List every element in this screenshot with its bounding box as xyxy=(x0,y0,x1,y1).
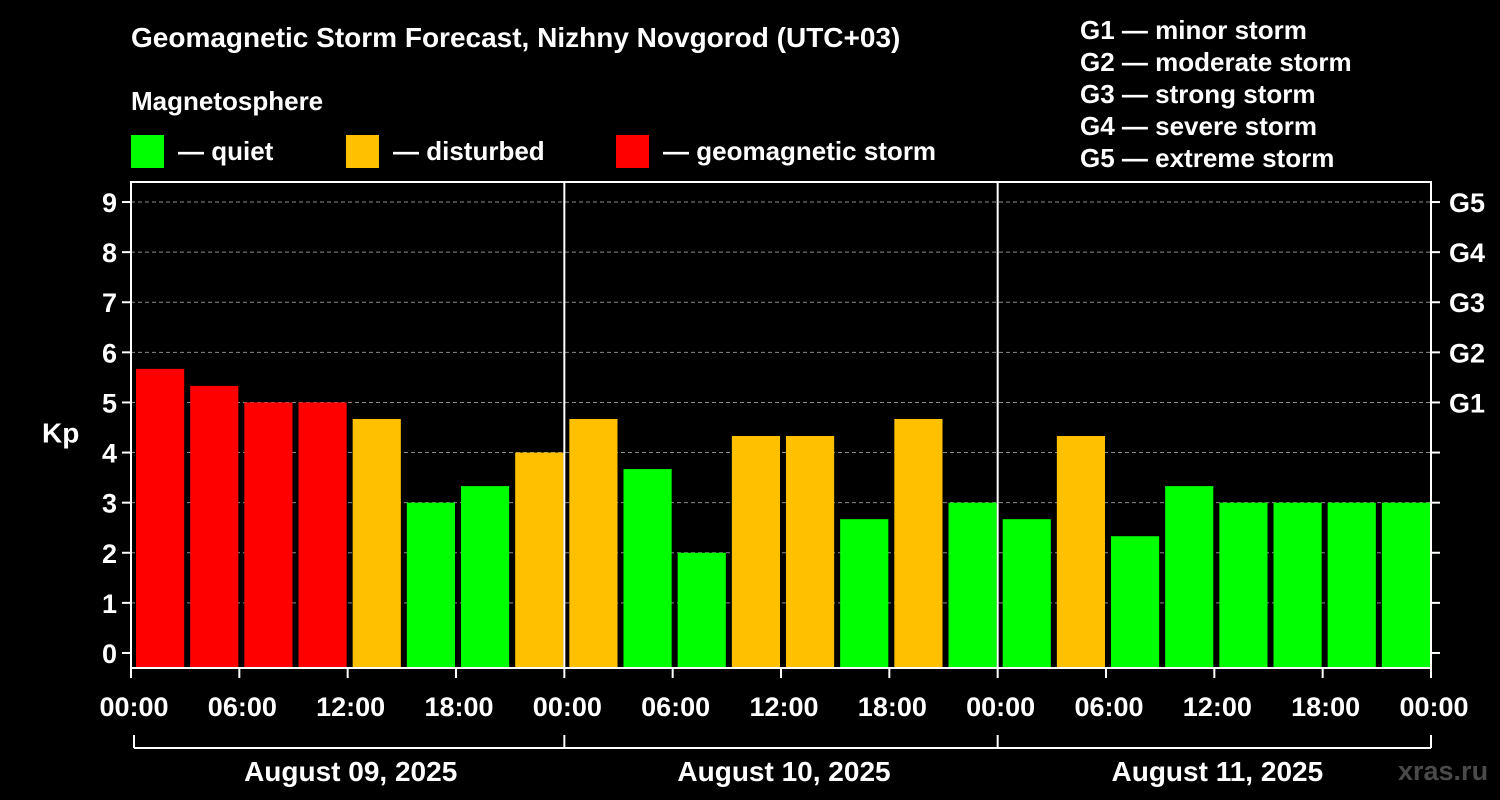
y-tick-label: 8 xyxy=(102,238,117,268)
g-level-label: G4 xyxy=(1449,238,1485,268)
magnetosphere-heading: Magnetosphere xyxy=(131,86,324,116)
y-tick-label: 6 xyxy=(102,338,117,368)
kp-bar xyxy=(894,418,943,668)
x-tick-label: 18:00 xyxy=(1291,692,1360,722)
kp-bar xyxy=(1327,502,1376,668)
kp-bar xyxy=(461,486,510,668)
chart-title: Geomagnetic Storm Forecast, Nizhny Novgo… xyxy=(131,22,901,53)
kp-bar xyxy=(948,502,997,668)
kp-bar xyxy=(731,436,780,668)
x-tick-label: 12:00 xyxy=(1183,692,1252,722)
kp-bar xyxy=(352,418,401,668)
kp-bar xyxy=(786,436,835,668)
kp-bar xyxy=(298,402,347,668)
legend-swatch-disturbed xyxy=(346,134,379,168)
kp-bar xyxy=(840,519,889,668)
g-scale-item: G5 — extreme storm xyxy=(1080,143,1335,173)
kp-bar xyxy=(623,469,672,668)
kp-bar xyxy=(569,418,618,668)
kp-bar xyxy=(1111,536,1160,668)
x-tick-label: 06:00 xyxy=(641,692,710,722)
legend-label-disturbed: — disturbed xyxy=(393,135,545,166)
x-tick-label: 00:00 xyxy=(966,692,1035,722)
x-tick-label: 06:00 xyxy=(208,692,277,722)
kp-bar xyxy=(1165,486,1214,668)
legend-swatch-quiet xyxy=(131,134,164,168)
day-label: August 11, 2025 xyxy=(1112,756,1324,787)
watermark: xras.ru xyxy=(1398,756,1489,786)
kp-bar xyxy=(1219,502,1268,668)
x-tick-label: 00:00 xyxy=(1399,692,1468,722)
g-scale-item: G4 — severe storm xyxy=(1080,111,1318,141)
legend-item-quiet: — quiet xyxy=(131,134,273,168)
kp-bar xyxy=(677,552,726,668)
legend-label-quiet: — quiet xyxy=(178,135,274,166)
g-level-label: G2 xyxy=(1449,338,1485,368)
kp-bar xyxy=(136,368,185,668)
g-level-label: G3 xyxy=(1449,288,1485,318)
kp-bar xyxy=(1273,502,1322,668)
g-scale-item: G3 — strong storm xyxy=(1080,79,1316,109)
x-tick-label: 12:00 xyxy=(316,692,385,722)
x-tick-label: 18:00 xyxy=(858,692,927,722)
y-tick-label: 3 xyxy=(102,489,117,519)
legend-item-disturbed: — disturbed xyxy=(346,134,545,168)
g-level-label: G1 xyxy=(1449,388,1485,418)
x-tick-label: 00:00 xyxy=(99,692,168,722)
x-tick-label: 00:00 xyxy=(533,692,602,722)
y-tick-label: 1 xyxy=(102,589,117,619)
kp-bar xyxy=(244,402,293,668)
kp-bar xyxy=(190,385,239,668)
kp-bar xyxy=(1002,519,1051,668)
y-tick-label: 7 xyxy=(102,288,117,318)
y-tick-label: 4 xyxy=(102,439,117,469)
legend-item-storm: — geomagnetic storm xyxy=(616,134,936,168)
legend-swatch-storm xyxy=(616,134,649,168)
g-scale-item: G2 — moderate storm xyxy=(1080,47,1352,77)
x-tick-label: 12:00 xyxy=(749,692,818,722)
y-tick-label: 5 xyxy=(102,388,117,418)
y-axis-label: Kp xyxy=(42,418,79,449)
y-tick-label: 0 xyxy=(102,639,117,669)
kp-bar xyxy=(515,452,564,668)
g-scale-item: G1 — minor storm xyxy=(1080,15,1307,45)
y-tick-label: 2 xyxy=(102,539,117,569)
g-scale-legend: G1 — minor storm G2 — moderate storm G3 … xyxy=(1080,14,1352,174)
legend-label-storm: — geomagnetic storm xyxy=(663,135,937,166)
kp-bar xyxy=(1056,436,1105,668)
y-tick-label: 9 xyxy=(102,188,117,218)
x-tick-label: 06:00 xyxy=(1074,692,1143,722)
g-level-label: G5 xyxy=(1449,188,1485,218)
kp-bar xyxy=(1381,502,1430,668)
day-label: August 09, 2025 xyxy=(244,756,457,787)
x-tick-label: 18:00 xyxy=(424,692,493,722)
kp-bar xyxy=(406,502,455,668)
day-label: August 10, 2025 xyxy=(677,756,890,787)
